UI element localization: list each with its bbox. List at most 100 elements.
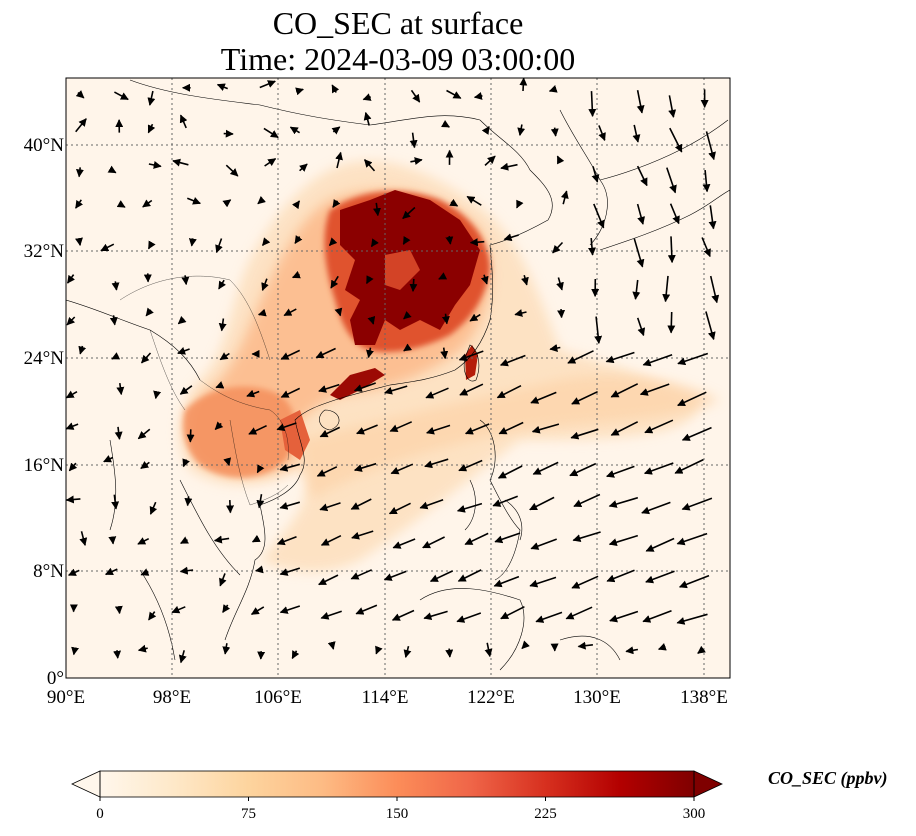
wind-arrow: [370, 238, 379, 248]
wind-arrow: [147, 240, 156, 250]
wind-arrow: [257, 308, 267, 317]
wind-arrow: [225, 164, 239, 177]
wind-arrow: [261, 278, 269, 292]
wind-arrow: [494, 532, 521, 544]
wind-arrow: [636, 317, 646, 337]
wind-arrow: [392, 538, 416, 549]
wind-arrow: [529, 496, 555, 511]
wind-arrow: [402, 235, 411, 245]
wind-arrow: [632, 279, 641, 300]
wind-arrow: [605, 351, 635, 364]
wind-arrow: [78, 345, 87, 355]
wind-arrow: [320, 610, 342, 620]
wind-arrow: [218, 279, 226, 290]
wind-arrow: [419, 499, 444, 510]
wind-arrow: [365, 275, 374, 285]
wind-arrow: [147, 90, 156, 106]
wind-arrow: [295, 87, 304, 96]
x-tick-label: 106°E: [254, 687, 302, 708]
wind-arrow: [636, 203, 645, 225]
wind-arrow: [521, 274, 529, 286]
x-tick-label: 130°E: [573, 687, 621, 708]
wind-arrow: [114, 426, 123, 440]
wind-arrow: [319, 502, 341, 512]
wind-arrow: [643, 462, 674, 475]
wind-arrow: [113, 650, 122, 659]
wind-arrow: [279, 501, 301, 510]
wind-arrow: [75, 237, 83, 246]
wind-arrow: [498, 421, 524, 435]
wind-arrow: [107, 165, 117, 174]
wind-arrow: [261, 237, 271, 247]
wind-arrow: [633, 238, 645, 268]
plume-indochina: [183, 386, 296, 478]
wind-arrow: [403, 646, 412, 658]
wind-arrow: [179, 385, 193, 395]
wind-arrow: [350, 498, 372, 510]
wind-arrow: [674, 458, 704, 474]
wind-arrow: [330, 275, 339, 289]
wind-arrow: [280, 387, 301, 398]
plume-coast-south: [330, 368, 385, 400]
wind-arrow: [187, 197, 201, 205]
wind-arrow: [469, 313, 481, 322]
wind-arrow: [66, 274, 76, 284]
wind-arrow: [186, 429, 195, 443]
wind-arrow: [610, 383, 639, 398]
wind-arrow: [480, 274, 489, 285]
wind-arrow: [148, 161, 162, 169]
wind-arrow: [215, 238, 223, 254]
wind-arrow: [353, 462, 377, 472]
wind-arrow: [438, 272, 448, 280]
wind-arrow: [179, 566, 194, 575]
wind-arrow: [662, 275, 671, 303]
wind-arrow: [636, 90, 645, 114]
wind-arrow: [572, 531, 601, 543]
wind-arrow: [493, 575, 520, 588]
wind-arrow: [291, 270, 301, 279]
colorbar-title: CO_SEC (ppbv): [768, 768, 888, 788]
co-sec-field: [179, 161, 720, 572]
wind-arrow: [441, 313, 450, 325]
wind-vectors: [66, 78, 720, 664]
wind-arrow: [388, 502, 411, 515]
colorbar-tick-label: 300: [682, 806, 706, 822]
wind-arrow: [315, 347, 336, 359]
wind-arrow: [449, 198, 459, 207]
wind-arrow: [256, 464, 265, 474]
wind-arrow: [279, 463, 301, 472]
wind-arrow: [409, 132, 418, 149]
plume-core-hole: [385, 250, 420, 290]
wind-arrow: [373, 202, 381, 217]
wind-arrow: [409, 278, 418, 292]
y-tick-label: 0°: [46, 668, 64, 689]
wind-arrow: [571, 390, 598, 405]
wind-arrow: [279, 605, 301, 614]
wind-arrow: [213, 535, 230, 544]
map-time: Time: 2024-03-09 03:00:00: [220, 41, 576, 77]
plume-sea-band: [300, 376, 720, 500]
wind-arrow: [332, 199, 341, 208]
wind-arrow: [550, 127, 559, 137]
gridlines: [66, 78, 730, 678]
wind-arrow: [66, 422, 79, 430]
colorbar-tick-label: 225: [534, 806, 557, 822]
colorbar-tick-label: 75: [241, 806, 256, 822]
wind-arrow: [492, 495, 518, 507]
wind-arrow: [500, 605, 525, 620]
wind-arrow: [291, 650, 300, 660]
wind-arrow: [598, 125, 606, 142]
wind-arrow: [464, 423, 490, 435]
y-tick-label: 8°N: [33, 561, 64, 582]
wind-arrow: [111, 352, 121, 360]
wind-arrow: [331, 126, 341, 135]
wind-arrow: [464, 532, 489, 546]
wind-arrow: [66, 390, 78, 399]
wind-arrow: [383, 570, 407, 581]
plume-gulf: [280, 410, 310, 460]
wind-arrow: [375, 645, 383, 655]
wind-arrow: [697, 645, 706, 654]
wind-arrow: [708, 205, 717, 230]
wind-arrow: [391, 609, 415, 621]
wind-arrow: [137, 428, 151, 440]
